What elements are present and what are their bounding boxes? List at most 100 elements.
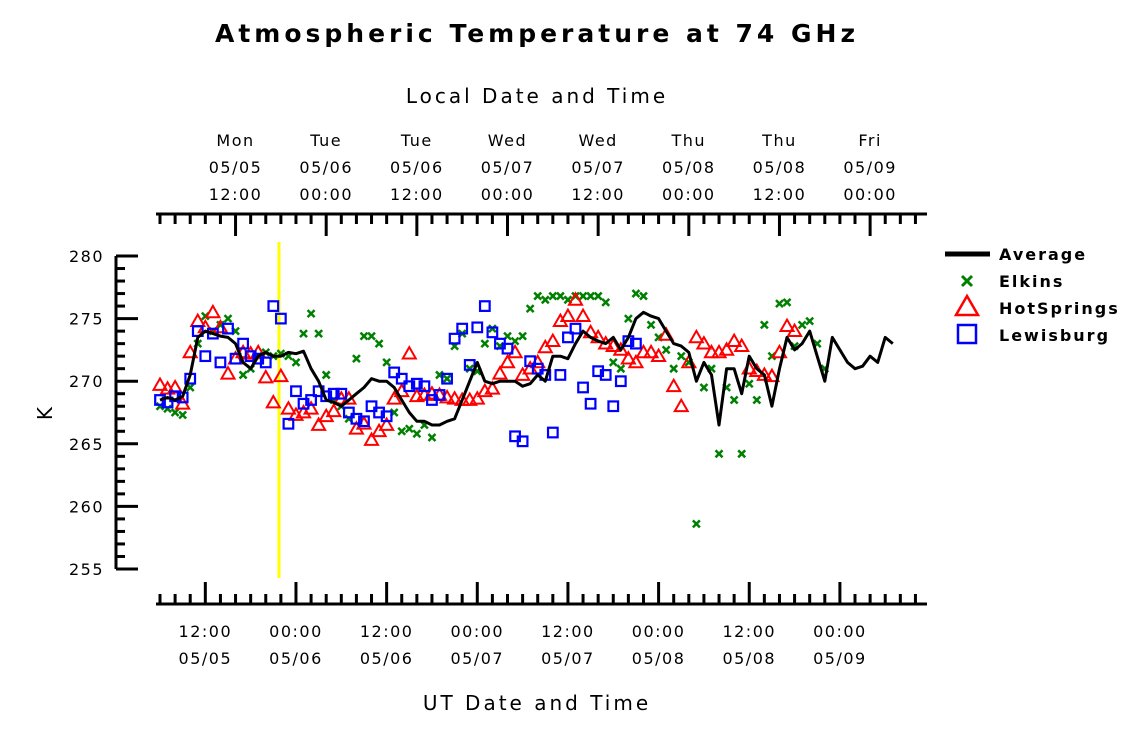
x-stroke: [442, 374, 452, 384]
bottom-tick-time-label: 00:00: [632, 622, 686, 641]
x-stroke: [699, 383, 709, 392]
lewisburg-point: [199, 350, 212, 363]
y-tick-label: 260: [69, 497, 104, 516]
bottom-tick-date-label: 05/07: [541, 649, 595, 668]
elkins-point: [525, 304, 535, 313]
x-stroke: [639, 291, 648, 301]
lewisburg-point: [614, 375, 627, 388]
elkins-point: [352, 354, 361, 364]
top-tick-time-label: 00:00: [843, 185, 897, 204]
x-stroke: [178, 410, 188, 420]
chart-title: Atmospheric Temperature at 74 GHz: [215, 19, 859, 48]
lewisburg-point: [282, 417, 295, 430]
elkins-point: [306, 309, 316, 318]
x-stroke: [352, 354, 361, 364]
elkins-point: [601, 297, 611, 307]
lewisburg-point: [607, 400, 620, 413]
x-stroke: [782, 297, 792, 307]
top-tick-date-label: 05/09: [843, 158, 897, 177]
hotsprings-point: [469, 390, 486, 405]
lewisburg-point: [244, 350, 257, 363]
legend-item-lewisburg: Lewisburg: [956, 323, 1108, 345]
lewisburg-point: [577, 381, 589, 394]
elkins-point: [744, 379, 754, 389]
top-tick-date-label: 05/08: [662, 158, 716, 177]
hotsprings-point: [642, 343, 660, 359]
hotsprings-point: [763, 367, 781, 383]
x-stroke: [435, 370, 444, 380]
bottom-tick-time-label: 12:00: [179, 622, 233, 641]
hotsprings-point: [695, 335, 713, 350]
lewisburg-point: [433, 389, 446, 401]
elkins-point: [623, 314, 633, 323]
hotsprings-point: [204, 303, 222, 319]
x-stroke: [586, 291, 595, 301]
bottom-tick-time-label: 12:00: [360, 622, 414, 641]
hotsprings-point: [778, 317, 796, 332]
bottom-tick-time-label: 00:00: [813, 622, 867, 641]
hotsprings-point: [265, 393, 282, 409]
legend-swatch-x: [960, 274, 974, 288]
x-stroke: [601, 297, 611, 307]
x-stroke: [654, 332, 663, 342]
top-tick-time-label: 12:00: [209, 185, 263, 204]
lewisburg-point: [358, 415, 370, 428]
lewisburg-point: [222, 322, 234, 335]
lewisburg-point: [562, 331, 574, 344]
lewisburg-point: [342, 406, 355, 419]
top-tick-day-label: Tue: [400, 131, 433, 150]
series-elkins: [155, 289, 830, 529]
bottom-tick-time-label: 12:00: [722, 622, 776, 641]
lewisburg-point: [599, 369, 612, 381]
legend-label: Elkins: [999, 272, 1064, 291]
x-stroke: [359, 331, 369, 341]
x-stroke: [805, 316, 815, 326]
lewisburg-point: [456, 322, 469, 335]
elkins-point: [782, 297, 792, 307]
top-tick-date-label: 05/07: [571, 158, 625, 177]
hotsprings-point: [484, 380, 501, 395]
hotsprings-point: [325, 402, 342, 418]
top-tick-day-label: Fri: [858, 131, 882, 150]
top-tick-date-label: 05/08: [753, 158, 807, 177]
lewisburg-point: [410, 377, 423, 390]
elkins-point: [412, 429, 422, 439]
top-tick-time-label: 00:00: [299, 185, 353, 204]
elkins-point: [699, 383, 709, 392]
bottom-tick-time-label: 00:00: [269, 622, 323, 641]
hotsprings-point: [574, 307, 592, 322]
elkins-point: [737, 449, 747, 459]
top-tick-day-label: Thu: [671, 131, 707, 150]
series-lewisburg: [154, 300, 642, 448]
x-stroke: [397, 426, 407, 436]
x-stroke: [556, 291, 565, 301]
y-tick-label: 265: [69, 435, 104, 454]
elkins-point: [548, 291, 558, 301]
hotsprings-point: [665, 377, 682, 393]
hotsprings-point: [786, 322, 803, 337]
plot-series: [151, 289, 894, 529]
lewisburg-point: [290, 385, 302, 398]
x-stroke: [306, 309, 316, 318]
lewisburg-point: [403, 380, 416, 393]
lewisburg-point: [259, 356, 272, 369]
bottom-tick-date-label: 05/07: [450, 649, 504, 668]
x-stroke: [404, 424, 414, 434]
x-stroke: [729, 395, 739, 405]
hotsprings-point: [559, 307, 577, 322]
hotsprings-point: [620, 350, 637, 365]
elkins-point: [639, 291, 648, 301]
x-stroke: [714, 449, 724, 459]
bottom-axis-title: UT Date and Time: [423, 691, 651, 715]
elkins-point: [374, 339, 384, 349]
x-stroke: [593, 291, 603, 301]
x-stroke: [533, 291, 543, 301]
elkins-point: [775, 299, 784, 308]
lewisburg-point: [335, 387, 348, 400]
elkins-point: [397, 426, 407, 436]
y-tick-label: 270: [69, 372, 104, 391]
lewisburg-point: [546, 426, 559, 439]
hotsprings-point: [688, 328, 705, 344]
x-stroke: [563, 295, 573, 305]
x-stroke: [737, 449, 747, 459]
